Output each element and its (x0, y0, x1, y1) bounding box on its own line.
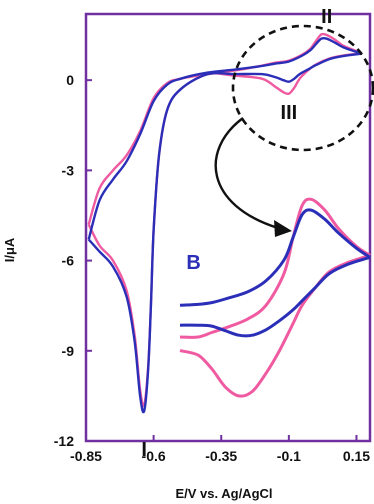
annotation-ii: II (321, 6, 332, 28)
curves-layer (87, 32, 371, 414)
y-tick-label: -6 (62, 253, 75, 269)
series-a-forward-line (87, 51, 363, 408)
zoom-arrowhead (274, 220, 292, 237)
y-tick-label: 0 (66, 72, 74, 88)
annotation-layer: IIIIIIAB (141, 6, 374, 461)
inset-series-b-reverse-line (179, 208, 371, 307)
x-tick-label: 0.15 (343, 448, 370, 464)
annotation-iii: III (281, 102, 298, 124)
x-tick-label: -0.1 (277, 448, 301, 464)
inset-series-b-forward-line (179, 255, 371, 338)
y-axis-title: I/μA (2, 237, 17, 262)
plot-frame (84, 12, 372, 443)
magnifier-circle (231, 24, 374, 152)
y-tick-label: -12 (54, 433, 74, 449)
x-tick-label: -0.35 (205, 448, 237, 464)
series-b-forward-line (87, 52, 363, 414)
y-tick-label: -9 (62, 343, 75, 359)
y-tick-label: -3 (62, 162, 75, 178)
annotation-b: B (186, 252, 200, 274)
annotation-i: I (141, 439, 147, 461)
x-tick-label: -0.85 (70, 448, 102, 464)
x-axis-title: E/V vs. Ag/AgCl (175, 486, 272, 501)
ticks-layer: -12 -9 -6 -3 0 -0.85 -0.6 -0.35 -0.1 0.15 (54, 12, 372, 464)
x-tick-label: -0.6 (142, 448, 166, 464)
inset-series-a-reverse-line (179, 197, 371, 339)
series-b-reverse-line (87, 36, 363, 240)
zoom-arrow (214, 117, 279, 230)
